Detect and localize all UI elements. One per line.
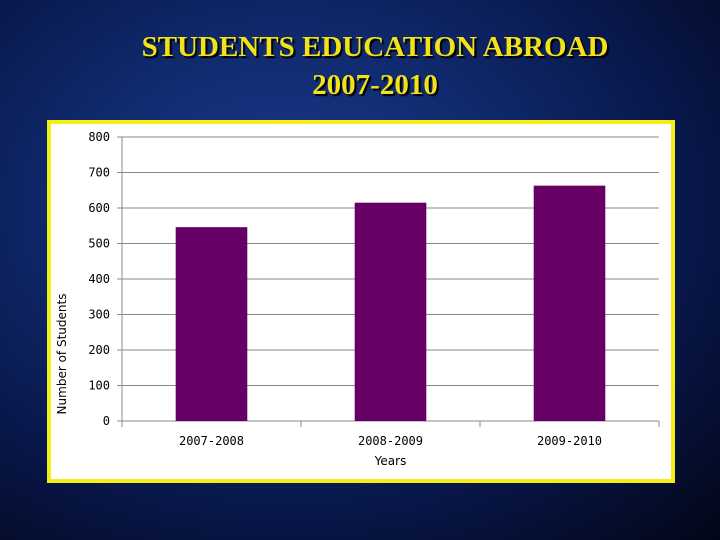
slide-title: STUDENTS EDUCATION ABROAD 2007-2010 (0, 28, 720, 104)
x-tick-label-2009-2010: 2009-2010 (537, 434, 602, 448)
y-tick-label-600: 600 (88, 201, 110, 215)
x-tick-label-2008-2009: 2008-2009 (358, 434, 423, 448)
y-tick-label-400: 400 (88, 272, 110, 286)
y-tick-label-500: 500 (88, 237, 110, 251)
slide-title-line-1: STUDENTS EDUCATION ABROAD (141, 31, 609, 63)
x-tick-label-2007-2008: 2007-2008 (179, 434, 244, 448)
bar-2009-2010 (533, 185, 606, 421)
y-tick-label-800: 800 (88, 130, 110, 144)
y-tick-label-0: 0 (103, 414, 110, 428)
y-tick-label-300: 300 (88, 308, 110, 322)
bar-2008-2009 (354, 202, 427, 421)
slide-title-line-2: 2007-2010 (312, 69, 438, 101)
chart-frame: 0 100 200 300 400 500 600 700 800 2007-2008 2008-2… (47, 120, 675, 483)
bar-chart: 0 100 200 300 400 500 600 700 800 2007-2008 2008-2… (88, 130, 660, 468)
y-tick-label-200: 200 (88, 343, 110, 357)
x-axis-label: Years (374, 454, 407, 468)
y-tick-label-100: 100 (88, 379, 110, 393)
bar-2007-2008 (175, 227, 248, 421)
y-tick-label-700: 700 (88, 166, 110, 180)
y-axis-label: Number of Students (55, 293, 69, 415)
